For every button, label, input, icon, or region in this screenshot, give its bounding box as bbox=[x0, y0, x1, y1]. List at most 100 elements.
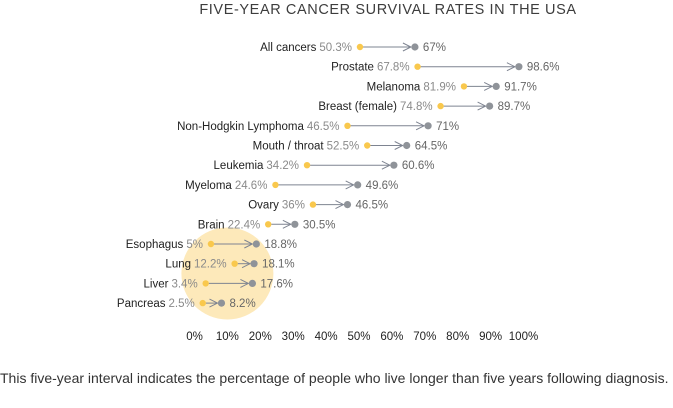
end-value-label: 17.6% bbox=[260, 278, 293, 290]
start-point bbox=[202, 280, 209, 287]
category-label: Breast (female) bbox=[318, 101, 397, 113]
row-breast-female-: 74.8%Breast (female) 89.7% bbox=[318, 101, 530, 113]
start-point bbox=[460, 83, 468, 90]
end-point bbox=[248, 279, 257, 287]
category-label: Prostate bbox=[331, 62, 374, 74]
end-point bbox=[217, 299, 226, 307]
start-point bbox=[309, 201, 317, 208]
x-tick-label: 70% bbox=[413, 331, 436, 343]
end-point bbox=[515, 63, 523, 71]
start-value-label: 3.4% bbox=[171, 278, 197, 290]
start-value-label: 36% bbox=[282, 200, 305, 212]
start-value-label: 2.5% bbox=[169, 298, 195, 310]
row-prostate: 67.8%Prostate 98.6% bbox=[331, 62, 559, 74]
start-point bbox=[272, 181, 279, 189]
category-label: Brain bbox=[198, 219, 225, 231]
start-value-label: 74.8% bbox=[400, 101, 433, 113]
category-label: Esophagus bbox=[126, 239, 184, 251]
end-value-label: 98.6% bbox=[527, 62, 560, 74]
row-pancreas: 2.5%Pancreas 8.2% bbox=[117, 298, 256, 310]
row-non-hodgkin-lymphoma: 46.5%Non-Hodgkin Lymphoma 71% bbox=[177, 121, 459, 133]
row-ovary: 36%Ovary 46.5% bbox=[248, 200, 388, 212]
x-tick-label: 90% bbox=[479, 331, 502, 343]
x-tick-label: 100% bbox=[509, 331, 538, 343]
end-point bbox=[492, 82, 500, 90]
row-mouth-throat: 52.5%Mouth / throat 64.5% bbox=[253, 141, 448, 153]
chart-caption: This five-year interval indicates the pe… bbox=[0, 370, 669, 386]
x-tick-label: 20% bbox=[249, 331, 272, 343]
start-value-label: 67.8% bbox=[377, 62, 410, 74]
start-point bbox=[207, 240, 215, 248]
chart-rows: 50.3%All cancers 67% 67.8%Prostate 98.6% 81.… bbox=[117, 42, 560, 310]
category-label: Melanoma bbox=[367, 81, 421, 93]
x-tick-label: 0% bbox=[186, 331, 203, 343]
start-value-label: 12.2% bbox=[194, 259, 227, 271]
x-tick-label: 80% bbox=[446, 331, 469, 343]
end-value-label: 67% bbox=[423, 42, 446, 54]
x-tick-label: 10% bbox=[216, 331, 239, 343]
start-value-label: 5% bbox=[186, 239, 203, 251]
category-label: Pancreas bbox=[117, 298, 166, 310]
end-point bbox=[390, 161, 398, 169]
end-point bbox=[250, 260, 258, 268]
end-point bbox=[403, 141, 411, 150]
start-value-label: 81.9% bbox=[423, 81, 456, 93]
start-point bbox=[414, 63, 421, 70]
row-all-cancers: 50.3%All cancers 67% bbox=[260, 42, 446, 54]
x-tick-label: 60% bbox=[380, 331, 403, 343]
row-esophagus: 5%Esophagus 18.8% bbox=[126, 239, 297, 251]
end-value-label: 18.8% bbox=[264, 239, 297, 251]
end-point bbox=[343, 201, 352, 209]
start-value-label: 34.2% bbox=[266, 160, 299, 172]
end-value-label: 46.5% bbox=[355, 200, 388, 212]
end-point bbox=[291, 220, 299, 228]
category-label: Myeloma bbox=[185, 180, 232, 192]
highlight-circle bbox=[181, 227, 274, 320]
x-tick-label: 30% bbox=[282, 331, 305, 343]
category-label: Leukemia bbox=[214, 160, 264, 172]
row-leukemia: 34.2%Leukemia 60.6% bbox=[214, 160, 435, 172]
start-point bbox=[231, 260, 238, 267]
start-point bbox=[344, 122, 351, 129]
start-value-label: 50.3% bbox=[319, 42, 352, 54]
end-value-label: 60.6% bbox=[402, 160, 435, 172]
end-value-label: 49.6% bbox=[366, 180, 399, 192]
row-liver: 3.4%Liver 17.6% bbox=[144, 278, 293, 290]
row-melanoma: 81.9%Melanoma 91.7% bbox=[367, 81, 537, 93]
start-value-label: 22.4% bbox=[228, 219, 261, 231]
category-label: All cancers bbox=[260, 42, 316, 54]
category-label: Non-Hodgkin Lymphoma bbox=[177, 121, 304, 133]
x-tick-label: 40% bbox=[315, 331, 338, 343]
end-value-label: 91.7% bbox=[504, 81, 537, 93]
end-value-label: 71% bbox=[436, 121, 459, 133]
category-label: Mouth / throat bbox=[253, 141, 325, 153]
end-point bbox=[424, 122, 432, 130]
chart-title: FIVE-YEAR CANCER SURVIVAL RATES IN THE U… bbox=[199, 2, 576, 18]
end-value-label: 89.7% bbox=[498, 101, 531, 113]
x-axis: 0% 10% 20% 30% 40% 50% 60% 70% 80% 90% 100% bbox=[186, 331, 538, 343]
start-point bbox=[437, 102, 444, 110]
end-point bbox=[252, 240, 260, 248]
start-value-label: 24.6% bbox=[235, 180, 268, 192]
row-myeloma: 24.6%Myeloma 49.6% bbox=[185, 180, 398, 192]
category-label: Ovary bbox=[248, 200, 279, 212]
end-value-label: 64.5% bbox=[415, 141, 448, 153]
end-point bbox=[354, 181, 362, 189]
start-value-label: 52.5% bbox=[327, 141, 360, 153]
row-brain: 22.4%Brain 30.5% bbox=[198, 219, 336, 231]
x-tick-label: 50% bbox=[347, 331, 370, 343]
start-point bbox=[199, 299, 206, 307]
end-value-label: 18.1% bbox=[262, 259, 295, 271]
end-point bbox=[486, 102, 494, 110]
start-point bbox=[356, 43, 364, 51]
survival-chart: FIVE-YEAR CANCER SURVIVAL RATES IN THE U… bbox=[117, 2, 576, 343]
end-value-label: 30.5% bbox=[303, 219, 336, 231]
start-point bbox=[264, 221, 272, 228]
end-value-label: 8.2% bbox=[229, 298, 255, 310]
end-point bbox=[411, 43, 419, 51]
start-point bbox=[364, 142, 371, 149]
category-label: Liver bbox=[144, 278, 169, 290]
row-lung: 12.2%Lung 18.1% bbox=[165, 259, 294, 271]
category-label: Lung bbox=[165, 259, 191, 271]
start-value-label: 46.5% bbox=[307, 121, 340, 133]
